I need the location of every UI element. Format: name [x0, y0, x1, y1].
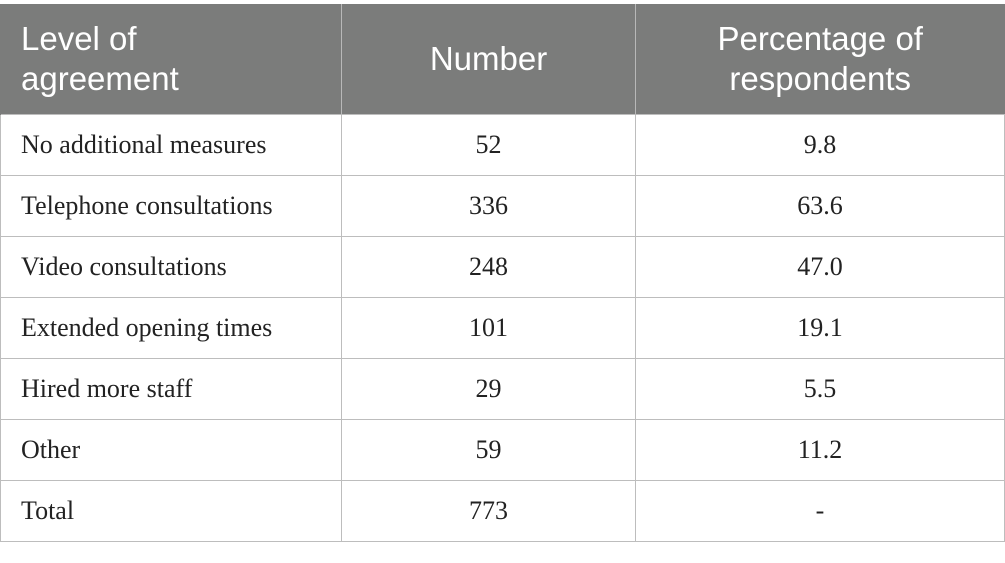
table-row: Hired more staff 29 5.5	[0, 357, 1005, 420]
row-percentage: 47.0	[635, 235, 1005, 298]
header-row: Level of agreement Number Percentage of …	[0, 4, 1005, 114]
row-percentage: 63.6	[635, 174, 1005, 237]
row-number: 773	[341, 479, 636, 542]
header-number-label: Number	[429, 39, 548, 77]
row-number: 29	[341, 357, 636, 420]
row-percentage: 19.1	[635, 296, 1005, 359]
row-percentage: 9.8	[635, 113, 1005, 176]
row-number: 336	[341, 174, 636, 237]
table-row-total: Total 773 -	[0, 479, 1005, 542]
row-number: 52	[341, 113, 636, 176]
table-row: Extended opening times 101 19.1	[0, 296, 1005, 359]
row-percentage: 5.5	[635, 357, 1005, 420]
header-level-line-1: Level of	[21, 19, 137, 57]
row-label: No additional measures	[0, 113, 342, 176]
row-number: 101	[341, 296, 636, 359]
measures-table: Level of agreement Number Percentage of …	[0, 4, 1005, 542]
row-label: Hired more staff	[0, 357, 342, 420]
table-row: No additional measures 52 9.8	[0, 113, 1005, 176]
row-percentage: -	[635, 479, 1005, 542]
row-number: 59	[341, 418, 636, 481]
header-number: Number	[341, 4, 636, 114]
row-label: Total	[0, 479, 342, 542]
table-row: Video consultations 248 47.0	[0, 235, 1005, 298]
table-body: No additional measures 52 9.8 Telephone …	[0, 113, 1005, 542]
row-label: Video consultations	[0, 235, 342, 298]
row-label: Extended opening times	[0, 296, 342, 359]
header-percentage: Percentage of respondents	[635, 4, 1005, 114]
row-label: Other	[0, 418, 342, 481]
header-level-line-2: agreement	[21, 59, 179, 97]
table-row: Other 59 11.2	[0, 418, 1005, 481]
row-percentage: 11.2	[635, 418, 1005, 481]
header-percentage-line-2: respondents	[729, 59, 912, 97]
header-level-of-agreement: Level of agreement	[0, 4, 342, 114]
header-percentage-line-1: Percentage of	[717, 19, 923, 57]
row-label: Telephone consultations	[0, 174, 342, 237]
table-row: Telephone consultations 336 63.6	[0, 174, 1005, 237]
table-header: Level of agreement Number Percentage of …	[0, 4, 1005, 114]
row-number: 248	[341, 235, 636, 298]
